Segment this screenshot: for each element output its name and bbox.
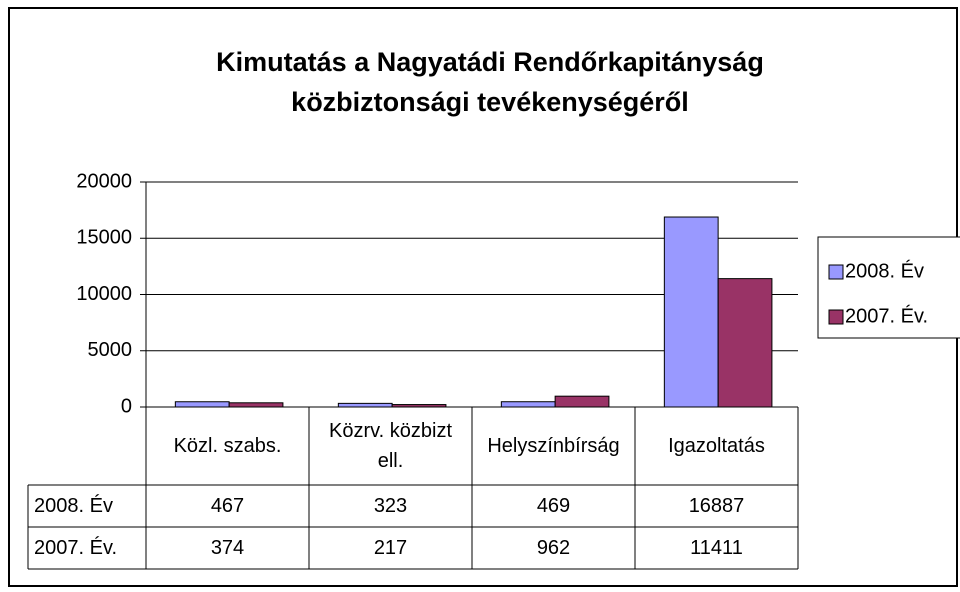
y-tick-label: 0 [121,395,132,417]
legend-label: 2008. Év [845,259,924,282]
table-cell: 467 [210,494,245,517]
y-tick-label: 20000 [76,170,132,192]
legend-swatch [828,264,844,280]
table-row-label: 2008. Év [34,494,113,517]
chart-title: Kimutatás a Nagyatádi Rendőrkapitányság … [216,47,764,117]
legend-swatch [828,309,844,325]
bar [717,278,773,408]
table-cell: 16887 [688,494,745,517]
category-label: Közl. szabs. [173,435,282,457]
legend-label: 2007. Év. [845,304,928,327]
y-tick-label: 5000 [88,339,133,361]
category-label: Közrv. közbizt ell. [329,420,452,472]
bar [554,395,610,408]
table-cell: 374 [210,536,245,559]
y-tick-label: 15000 [76,227,132,249]
category-label: Helyszínbírság [487,435,620,457]
y-tick-label: 10000 [76,283,132,305]
table-row-label: 2007. Év. [34,536,118,559]
bar [663,216,719,408]
table-cell: 323 [373,494,408,517]
table-cell: 962 [536,536,571,559]
table-cell: 11411 [690,536,743,559]
category-label: Igazoltatás [668,435,765,457]
table-cell: 217 [373,536,408,559]
table-cell: 469 [536,494,571,517]
